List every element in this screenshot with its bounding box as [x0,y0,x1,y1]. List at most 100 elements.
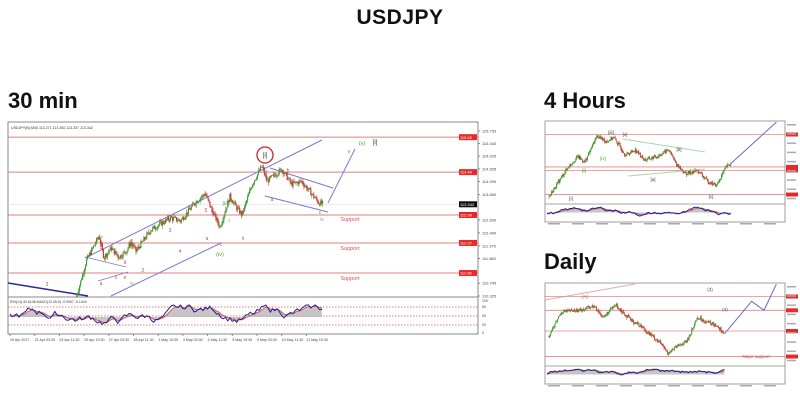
candle [163,221,165,224]
candle [147,232,149,234]
wave-label: 3 [169,228,172,234]
candle [628,316,630,318]
candle [621,149,623,152]
candle [576,308,578,312]
candle [686,173,688,176]
candle [613,136,615,138]
candle [582,159,583,162]
candle [694,169,696,172]
candle [690,172,692,174]
indicator-tick-label: 20 [482,323,486,327]
candle [107,252,109,254]
chart-daily-level-tag [786,308,798,313]
indicator-header: RSI(14) 42.6145 MACD(12,26,9) -0.0907 -0… [10,300,87,304]
candle [710,183,712,185]
candle [235,202,237,206]
candle [302,181,304,185]
candle [698,172,700,174]
x-tick-label: 19 Apr 2017 [10,338,29,342]
candle [148,232,150,234]
candle [593,306,595,308]
candle [721,331,723,333]
candle [170,216,173,218]
candle [552,189,554,193]
candle [715,325,717,327]
candle [582,161,584,163]
candle [587,156,588,160]
level-price-tag [459,169,477,176]
correction-channel-lower [264,195,329,213]
candle [227,200,229,208]
wave-label: b [287,168,290,174]
candle [635,323,637,325]
candle [251,187,253,190]
candle [642,155,644,159]
candle [589,307,591,309]
candle [705,322,707,323]
candle [255,178,258,180]
candle [88,252,91,257]
candle [102,249,104,258]
candle [183,218,185,220]
candle [133,245,135,247]
candle [630,319,632,321]
candle [601,137,603,139]
wave-label: (v) [359,141,366,147]
candle [584,160,586,162]
candle [101,244,103,250]
candle [703,319,705,322]
candle [116,254,118,256]
candle [659,154,661,156]
candle [261,166,263,168]
candle [620,309,622,311]
candle [654,336,655,340]
wave-label: iii [264,169,267,175]
candle [603,316,604,318]
x-tick-label: 27 Apr 03:30 [109,338,129,342]
wave-label: 4 [179,249,182,255]
candle [556,321,558,322]
candle [247,196,249,201]
candle [187,208,189,215]
chart-daily-x-tick-label [620,385,632,387]
candle [265,175,267,181]
candle [224,213,226,217]
wave-label: ii [242,236,244,242]
level-price-label: 112.99 [460,213,473,218]
candle [557,319,559,322]
candle [580,308,582,311]
candle [721,175,723,180]
support-label: Support [340,217,360,223]
chart-4hours-x-tick-label [764,223,776,225]
candle [553,187,555,190]
candle [197,201,199,203]
candle [661,153,663,156]
candle [615,138,617,141]
candle [280,168,282,172]
candle [654,155,656,158]
candle [173,216,176,218]
candle [581,310,583,312]
candle [603,138,605,142]
candle [716,183,718,185]
wave-label: v [211,209,214,215]
chart-daily-frame [544,282,786,385]
candle [690,334,692,335]
candle [181,217,183,220]
candle [573,161,575,163]
candle [177,219,180,221]
wave-label: v [348,149,351,155]
candle [700,317,702,320]
candle [273,174,275,176]
candle [305,186,307,187]
wave-label: b [116,251,119,257]
x-tick-label: 1 May 19:30 [158,338,178,342]
candle [284,172,286,174]
candle [576,156,578,159]
candle [660,155,662,156]
candle [657,340,659,342]
page-title: USDJPY [356,6,444,29]
candle [139,247,141,249]
candle [692,171,694,174]
candle [552,327,554,329]
